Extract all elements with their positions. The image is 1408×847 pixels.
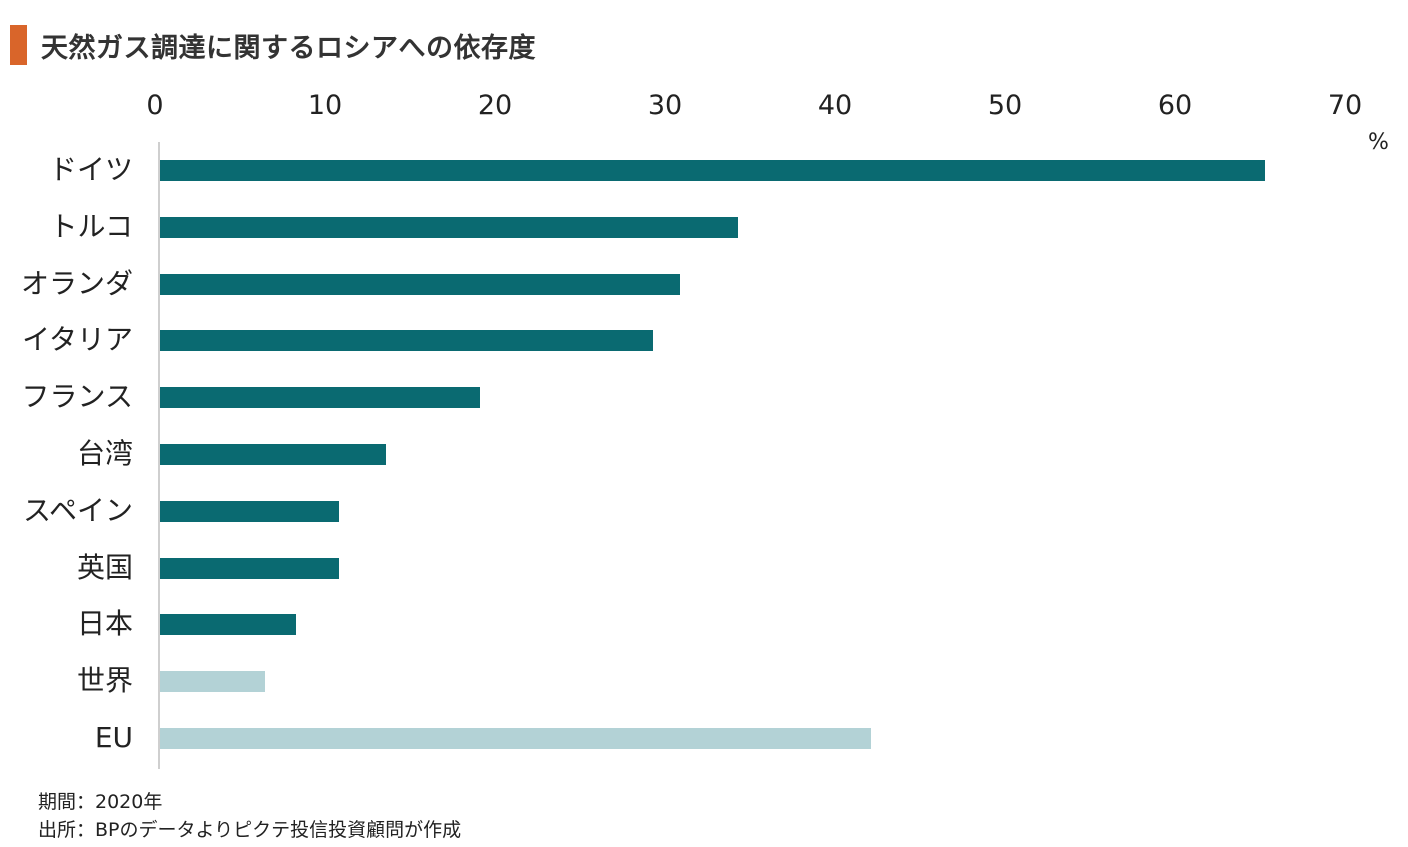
category-label: イタリア <box>22 323 133 357</box>
category-label: 台湾 <box>76 437 133 470</box>
category-label: オランダ <box>20 266 133 300</box>
category-label: スペイン <box>22 493 133 527</box>
category-label: 英国 <box>76 550 133 584</box>
y-axis-baseline <box>158 142 160 769</box>
x-tick-label: 0 <box>146 90 164 121</box>
category-label: ドイツ <box>48 153 133 186</box>
bar <box>160 500 339 522</box>
chart-title-block: 天然ガス調達に関するロシアへの依存度 <box>10 24 536 66</box>
x-tick-label: 70 <box>1327 90 1363 121</box>
category-label: EU <box>94 721 133 754</box>
x-tick-label: 10 <box>307 90 343 121</box>
bar <box>160 387 480 409</box>
footer-period: 期間：2020年 <box>38 791 163 813</box>
bar <box>160 557 339 579</box>
bar <box>160 671 266 693</box>
category-label: フランス <box>21 380 133 414</box>
bar <box>160 330 653 352</box>
x-tick-label: 50 <box>987 90 1023 121</box>
title-accent-bar <box>10 25 27 65</box>
bar <box>160 728 871 749</box>
x-tick-label: 60 <box>1157 90 1193 121</box>
x-axis-unit: % <box>1368 130 1389 155</box>
bar <box>160 160 1265 181</box>
bar <box>160 216 738 238</box>
x-tick-label: 30 <box>647 90 683 121</box>
chart-title: 天然ガス調達に関するロシアへの依存度 <box>41 32 536 64</box>
category-label: 世界 <box>76 664 133 698</box>
bar <box>160 444 387 465</box>
footer-source: 出所：BPのデータよりピクテ投信投資顧問が作成 <box>38 819 462 841</box>
category-label: 日本 <box>76 607 133 641</box>
category-label: トルコ <box>49 209 133 243</box>
bar <box>160 614 296 636</box>
x-tick-label: 20 <box>477 90 513 121</box>
x-tick-label: 40 <box>817 90 853 121</box>
bar <box>160 273 681 295</box>
